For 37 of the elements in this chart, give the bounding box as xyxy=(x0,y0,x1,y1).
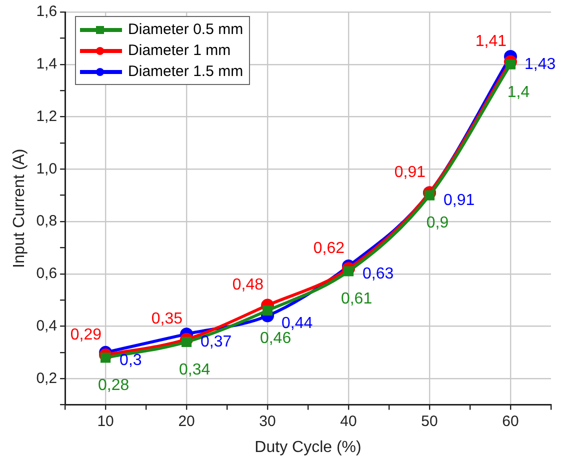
y-tick-label: 1,2 xyxy=(36,108,58,125)
data-label: 0,44 xyxy=(282,315,313,332)
data-label: 0,63 xyxy=(362,265,394,282)
data-label: 0,3 xyxy=(120,352,142,369)
y-tick-label: 1,6 xyxy=(36,3,58,20)
data-label: 0,62 xyxy=(313,240,345,258)
data-label: 1,4 xyxy=(507,84,530,101)
y-tick-label: 0,6 xyxy=(36,265,58,282)
y-tick-label: 1,4 xyxy=(36,56,58,73)
data-label: 0,29 xyxy=(70,326,102,344)
x-tick-label: 60 xyxy=(502,412,519,430)
data-label: 0,48 xyxy=(232,276,264,294)
x-tick-label: 20 xyxy=(178,412,195,430)
data-label: 0,9 xyxy=(426,214,449,232)
data-label: 0,91 xyxy=(394,164,426,182)
data-label: 0,46 xyxy=(260,330,292,347)
legend-label: Diameter 0.5 mm xyxy=(128,20,244,40)
data-label: 1,43 xyxy=(524,56,556,73)
x-tick-label: 40 xyxy=(340,412,357,430)
data-label: 1,41 xyxy=(475,33,507,50)
y-tick-label: 0,4 xyxy=(36,317,58,334)
y-axis-title: Input Current (A) xyxy=(11,148,28,268)
y-tick-label: 0,8 xyxy=(36,212,58,230)
data-label: 0,34 xyxy=(178,361,210,378)
data-label: 0,28 xyxy=(98,377,130,394)
legend-label: Diameter 1 mm xyxy=(128,41,231,61)
y-tick-label: 1,0 xyxy=(36,160,58,178)
legend-label: Diameter 1.5 mm xyxy=(128,62,244,82)
data-label: 0,91 xyxy=(444,192,475,210)
x-tick-label: 50 xyxy=(421,412,438,430)
x-axis-title: Duty Cycle (%) xyxy=(254,438,362,456)
x-tick-label: 30 xyxy=(259,412,276,430)
data-label: 0,37 xyxy=(200,334,232,350)
y-tick-label: 0,2 xyxy=(36,370,58,387)
data-label: 0,35 xyxy=(151,310,183,328)
x-tick-label: 10 xyxy=(97,412,114,430)
data-label: 0,61 xyxy=(340,290,372,308)
